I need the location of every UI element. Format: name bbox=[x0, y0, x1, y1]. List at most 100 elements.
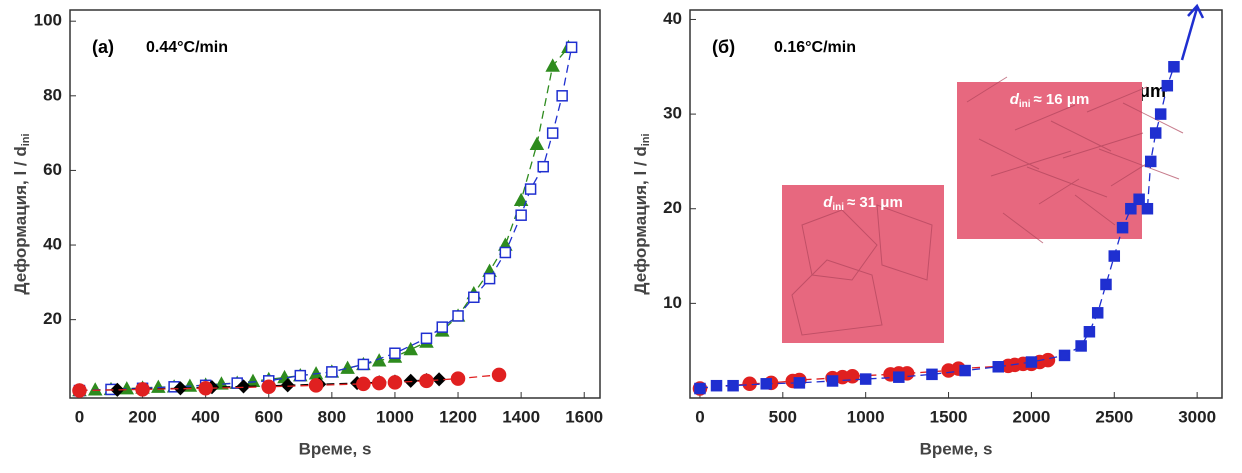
marker bbox=[861, 374, 871, 384]
marker bbox=[199, 382, 212, 395]
x-tick-label: 600 bbox=[255, 407, 283, 426]
marker bbox=[1060, 350, 1070, 360]
marker bbox=[1151, 128, 1161, 138]
y-tick-label: 100 bbox=[34, 11, 62, 30]
marker bbox=[695, 384, 705, 394]
figure: 0200400600800100012001400160020406080100… bbox=[0, 0, 1242, 468]
marker bbox=[358, 359, 368, 369]
marker bbox=[1142, 204, 1152, 214]
marker bbox=[1101, 279, 1111, 289]
marker bbox=[327, 367, 337, 377]
marker bbox=[1146, 156, 1156, 166]
marker bbox=[743, 377, 756, 390]
marker bbox=[485, 274, 495, 284]
x-tick-label: 400 bbox=[191, 407, 219, 426]
marker bbox=[531, 138, 543, 149]
y-tick-label: 40 bbox=[43, 235, 62, 254]
marker bbox=[500, 248, 510, 258]
marker bbox=[373, 377, 386, 390]
marker bbox=[557, 91, 567, 101]
y-tick-label: 80 bbox=[43, 85, 62, 104]
marker bbox=[1026, 357, 1036, 367]
marker bbox=[453, 311, 463, 321]
x-tick-label: 1400 bbox=[502, 407, 540, 426]
rate-label: 0.44°C/min bbox=[146, 39, 228, 56]
inset-text: ≈ 16 μm bbox=[1034, 91, 1090, 108]
y-axis-label: Деформация, l / dini bbox=[11, 133, 31, 294]
marker bbox=[437, 322, 447, 332]
marker bbox=[894, 372, 904, 382]
marker bbox=[846, 370, 859, 383]
x-tick-label: 800 bbox=[318, 407, 346, 426]
marker bbox=[1109, 251, 1119, 261]
y-label-sub: ini bbox=[640, 133, 652, 146]
marker bbox=[1162, 81, 1172, 91]
x-tick-label: 3000 bbox=[1178, 407, 1216, 426]
marker bbox=[794, 378, 804, 388]
marker bbox=[567, 42, 577, 52]
x-tick-label: 2000 bbox=[1012, 407, 1050, 426]
y-tick-label: 60 bbox=[43, 160, 62, 179]
marker bbox=[516, 210, 526, 220]
inset-subscript: ini bbox=[832, 202, 844, 213]
x-tick-label: 0 bbox=[75, 407, 84, 426]
marker bbox=[1169, 62, 1179, 72]
x-axis-label: Време, s bbox=[299, 439, 372, 458]
marker bbox=[526, 184, 536, 194]
marker bbox=[420, 374, 433, 387]
fit-line bbox=[79, 47, 571, 390]
marker bbox=[960, 366, 970, 376]
y-tick-label: 20 bbox=[43, 309, 62, 328]
x-tick-label: 1000 bbox=[847, 407, 885, 426]
marker bbox=[136, 383, 149, 396]
marker bbox=[927, 369, 937, 379]
marker bbox=[405, 344, 417, 355]
y-axis-label: Деформация, l / dini bbox=[631, 133, 651, 294]
marker bbox=[421, 333, 431, 343]
x-tick-label: 1000 bbox=[376, 407, 414, 426]
marker bbox=[310, 379, 323, 392]
marker bbox=[993, 362, 1003, 372]
marker bbox=[548, 128, 558, 138]
marker bbox=[538, 162, 548, 172]
marker bbox=[388, 376, 401, 389]
x-tick-label: 200 bbox=[128, 407, 156, 426]
marker bbox=[1126, 204, 1136, 214]
marker bbox=[452, 372, 465, 385]
y-tick-label: 30 bbox=[663, 104, 682, 123]
marker bbox=[247, 375, 259, 386]
y-label-main: Деформация, l / d bbox=[11, 146, 30, 294]
marker bbox=[295, 371, 305, 381]
marker bbox=[1093, 308, 1103, 318]
panel-label: (a) bbox=[92, 37, 114, 57]
panel-label: (б) bbox=[712, 37, 735, 57]
trend-arrow bbox=[1182, 6, 1203, 60]
marker bbox=[357, 377, 370, 390]
y-tick-label: 10 bbox=[663, 293, 682, 312]
marker bbox=[1084, 327, 1094, 337]
y-tick-label: 40 bbox=[663, 9, 682, 28]
x-tick-label: 500 bbox=[769, 407, 797, 426]
x-tick-label: 2500 bbox=[1095, 407, 1133, 426]
y-label-sub: ini bbox=[20, 133, 32, 146]
rate-label: 0.16°C/min bbox=[774, 39, 856, 56]
marker bbox=[1134, 194, 1144, 204]
x-axis-label: Време, s bbox=[920, 439, 993, 458]
marker bbox=[828, 376, 838, 386]
marker bbox=[262, 380, 275, 393]
marker bbox=[73, 384, 86, 397]
marker bbox=[1156, 109, 1166, 119]
marker bbox=[712, 381, 722, 391]
marker bbox=[728, 381, 738, 391]
marker bbox=[761, 379, 771, 389]
marker bbox=[469, 292, 479, 302]
y-tick-label: 20 bbox=[663, 198, 682, 217]
marker bbox=[493, 368, 506, 381]
x-tick-label: 1600 bbox=[565, 407, 603, 426]
x-tick-label: 0 bbox=[695, 407, 704, 426]
fit-line bbox=[79, 47, 568, 390]
inset-text: ≈ 31 μm bbox=[847, 194, 903, 211]
marker bbox=[390, 348, 400, 358]
inset-subscript: ini bbox=[1019, 99, 1031, 110]
